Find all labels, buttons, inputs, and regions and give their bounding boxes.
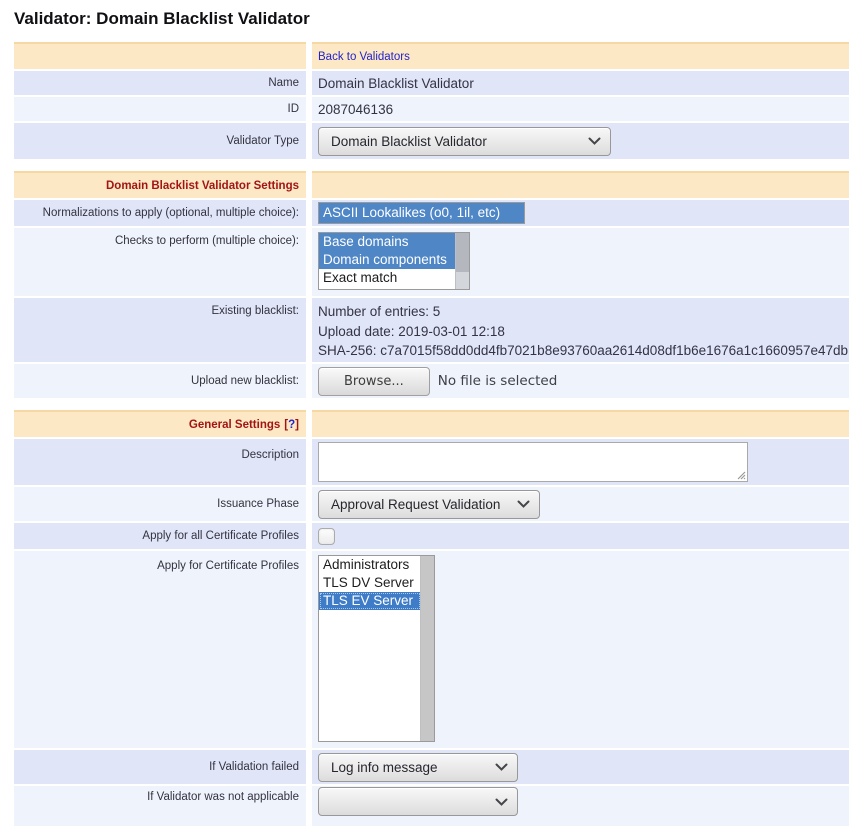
profile-option-tls-dv-server[interactable]: TLS DV Server	[323, 575, 414, 590]
apply-all-profiles-row: Apply for all Certificate Profiles	[14, 523, 849, 549]
issuance-phase-label: Issuance Phase	[14, 487, 306, 521]
checks-listbox[interactable]: Base domains Domain components Exact mat…	[318, 232, 470, 290]
name-row: Name Domain Blacklist Validator	[14, 71, 849, 95]
if-not-applicable-label: If Validator was not applicable	[14, 786, 306, 826]
if-not-applicable-select[interactable]	[318, 787, 518, 816]
validator-type-select-value: Domain Blacklist Validator	[331, 133, 487, 149]
description-label: Description	[14, 439, 306, 485]
validator-type-select[interactable]: Domain Blacklist Validator	[318, 126, 611, 156]
validator-info-table: Back to Validators Name Domain Blacklist…	[14, 42, 849, 159]
back-to-validators-link[interactable]: Back to Validators	[318, 50, 410, 63]
chevron-down-icon	[517, 500, 530, 508]
help-bracket-open: [	[284, 418, 289, 431]
table-header-row: Back to Validators	[14, 42, 849, 69]
apply-profiles-label: Apply for Certificate Profiles	[14, 551, 306, 748]
issuance-phase-row: Issuance Phase Approval Request Validati…	[14, 487, 849, 521]
apply-profiles-row: Apply for Certificate Profiles Administr…	[14, 551, 849, 748]
if-validation-failed-select[interactable]: Log info message	[318, 752, 518, 782]
name-label: Name	[14, 71, 306, 95]
blacklist-section-title: Domain Blacklist Validator Settings	[106, 179, 299, 192]
upload-blacklist-row: Upload new blacklist: Browse... No file …	[14, 364, 849, 398]
name-value: Domain Blacklist Validator	[312, 71, 849, 95]
header-spacer-cell	[14, 42, 306, 69]
help-bracket-close: ]	[295, 418, 299, 431]
if-validation-failed-select-value: Log info message	[331, 759, 438, 775]
id-label: ID	[14, 97, 306, 121]
apply-all-profiles-label: Apply for all Certificate Profiles	[14, 523, 306, 549]
chevron-down-icon	[588, 137, 601, 145]
id-row: ID 2087046136	[14, 97, 849, 121]
browse-button[interactable]: Browse...	[318, 366, 430, 396]
apply-profiles-scrollbar[interactable]	[420, 556, 434, 741]
existing-blacklist-row: Existing blacklist: Number of entries: 5…	[14, 298, 849, 362]
checks-listbox-scrollbar[interactable]	[455, 233, 469, 289]
check-option-base-domains[interactable]: Base domains	[319, 233, 456, 251]
if-validation-failed-label: If Validation failed	[14, 750, 306, 784]
blacklist-upload-date: Upload date: 2019-03-01 12:18	[318, 323, 505, 339]
general-section-title: General Settings	[188, 418, 281, 431]
profile-option-administrators[interactable]: Administrators	[323, 557, 410, 572]
blacklist-sha256: SHA-256: c7a7015f58dd0dd4fb7021b8e93760a…	[318, 343, 849, 358]
apply-all-profiles-checkbox[interactable]	[318, 527, 335, 545]
existing-blacklist-label: Existing blacklist:	[14, 298, 306, 362]
if-not-applicable-row: If Validator was not applicable	[14, 786, 849, 826]
blacklist-header-spacer	[312, 171, 849, 198]
if-validation-failed-row: If Validation failed Log info message	[14, 750, 849, 784]
chevron-down-icon	[495, 798, 508, 806]
normalizations-listbox[interactable]: ASCII Lookalikes (o0, 1il, etc)	[318, 202, 525, 224]
blacklist-entries-count: Number of entries: 5	[318, 304, 441, 319]
normalization-option-ascii-lookalikes[interactable]: ASCII Lookalikes (o0, 1il, etc)	[319, 203, 524, 223]
header-link-cell: Back to Validators	[312, 42, 849, 69]
help-link[interactable]: ?	[288, 418, 296, 431]
description-row: Description	[14, 439, 849, 485]
check-option-exact-match[interactable]: Exact match	[323, 270, 398, 285]
validator-type-row: Validator Type Domain Blacklist Validato…	[14, 123, 849, 159]
profile-option-tls-ev-server[interactable]: TLS EV Server	[319, 592, 421, 610]
validator-type-label: Validator Type	[14, 123, 306, 159]
file-selected-status: No file is selected	[437, 373, 558, 389]
page-title: Validator: Domain Blacklist Validator	[14, 9, 310, 28]
upload-blacklist-label: Upload new blacklist:	[14, 364, 306, 398]
normalizations-label: Normalizations to apply (optional, multi…	[14, 200, 306, 226]
general-section-header-row: General Settings [ ? ]	[14, 410, 849, 437]
blacklist-section-header-row: Domain Blacklist Validator Settings	[14, 171, 849, 198]
general-settings-table: General Settings [ ? ] Description Issua…	[14, 410, 849, 826]
general-header-spacer	[312, 410, 849, 437]
normalizations-row: Normalizations to apply (optional, multi…	[14, 200, 849, 226]
chevron-down-icon	[495, 763, 508, 771]
id-value: 2087046136	[312, 97, 849, 121]
apply-profiles-listbox[interactable]: Administrators TLS DV Server TLS EV Serv…	[318, 555, 435, 742]
check-option-domain-components[interactable]: Domain components	[319, 251, 456, 269]
issuance-phase-select[interactable]: Approval Request Validation	[318, 489, 540, 519]
issuance-phase-select-value: Approval Request Validation	[331, 496, 501, 512]
checks-row: Checks to perform (multiple choice): Bas…	[14, 228, 849, 296]
blacklist-settings-table: Domain Blacklist Validator Settings Norm…	[14, 171, 849, 398]
description-textarea[interactable]	[318, 442, 748, 482]
checks-label: Checks to perform (multiple choice):	[14, 228, 306, 296]
